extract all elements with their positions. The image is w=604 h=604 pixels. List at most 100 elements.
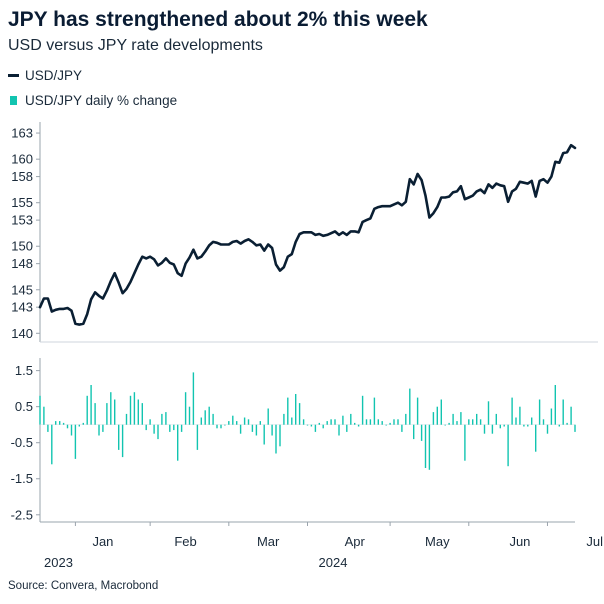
daily-change-bar bbox=[314, 424, 317, 432]
daily-change-bar bbox=[121, 424, 124, 458]
daily-change-bar bbox=[137, 399, 139, 425]
daily-change-bar bbox=[161, 413, 163, 425]
daily-change-bar bbox=[129, 395, 132, 425]
daily-change-bar bbox=[346, 424, 348, 432]
daily-change-bar bbox=[377, 419, 379, 425]
daily-change-bar bbox=[90, 385, 92, 425]
y-tick-label: 1.5 bbox=[15, 363, 33, 378]
daily-change-bar bbox=[448, 422, 450, 425]
daily-change-bar bbox=[255, 424, 258, 436]
chart-source: Source: Convera, Macrobond bbox=[8, 580, 159, 592]
daily-change-bar bbox=[542, 419, 545, 425]
daily-change-bar bbox=[133, 392, 136, 425]
daily-change-bar bbox=[267, 408, 269, 425]
x-axis: Jan Feb Mar Apr May Jun Jul 2023 2024 bbox=[40, 521, 603, 570]
daily-change-bar bbox=[165, 412, 167, 425]
daily-change-bar bbox=[326, 421, 328, 425]
daily-change-bar bbox=[149, 419, 151, 425]
daily-change-bar bbox=[338, 424, 340, 436]
daily-change-bar bbox=[558, 424, 560, 427]
x-month-label: May bbox=[425, 534, 450, 549]
daily-change-bar bbox=[428, 424, 431, 470]
daily-change-bar bbox=[342, 415, 344, 425]
daily-change-bar bbox=[232, 415, 234, 425]
daily-change-bar bbox=[98, 424, 100, 436]
daily-change-bar bbox=[491, 424, 494, 434]
daily-change-bar bbox=[298, 403, 301, 425]
daily-change-bar bbox=[39, 395, 41, 425]
daily-change-bar bbox=[66, 424, 69, 429]
daily-change-bar bbox=[157, 424, 159, 440]
legend-line-marker bbox=[8, 74, 19, 77]
daily-change-bar bbox=[440, 399, 442, 425]
daily-change-bar bbox=[259, 421, 261, 425]
daily-change-bar bbox=[464, 424, 466, 461]
daily-change-bar bbox=[291, 417, 293, 425]
x-month-label: Feb bbox=[174, 534, 196, 549]
daily-change-bar bbox=[318, 422, 320, 425]
daily-change-bar bbox=[409, 388, 411, 425]
daily-change-bar bbox=[432, 412, 435, 425]
daily-change-bar bbox=[570, 406, 572, 425]
y-tick-label: 155 bbox=[11, 195, 33, 210]
legend-item-usdjpy: USD/JPY bbox=[8, 68, 82, 83]
daily-change-bar bbox=[550, 408, 553, 425]
daily-change-bar bbox=[94, 403, 96, 425]
y-tick-label: 145 bbox=[11, 282, 33, 297]
daily-change-bar bbox=[523, 424, 525, 427]
y-tick-label: 0.5 bbox=[15, 399, 33, 414]
daily-change-bar bbox=[483, 424, 486, 434]
daily-change-bar bbox=[169, 424, 171, 432]
daily-change-bar bbox=[397, 419, 399, 425]
daily-change-bar bbox=[401, 424, 403, 432]
daily-change-bar bbox=[224, 424, 226, 426]
daily-change-bar bbox=[102, 424, 104, 432]
daily-change-bar bbox=[566, 422, 568, 425]
legend-label-usdjpy: USD/JPY bbox=[25, 68, 83, 83]
daily-change-bar bbox=[295, 394, 297, 425]
daily-change-bar bbox=[51, 424, 53, 465]
daily-change-bar bbox=[43, 406, 45, 425]
y-tick-label: 148 bbox=[11, 256, 33, 271]
bottom-panel-bars bbox=[39, 372, 576, 470]
daily-change-bar bbox=[106, 403, 108, 425]
chart-title: JPY has strengthened about 2% this week bbox=[8, 8, 428, 31]
daily-change-bar bbox=[82, 422, 84, 425]
daily-change-bar bbox=[145, 424, 147, 431]
daily-change-bar bbox=[216, 424, 218, 429]
daily-change-bar bbox=[452, 413, 454, 425]
daily-change-bar bbox=[110, 392, 112, 425]
y-tick-label: -1.5 bbox=[11, 471, 33, 486]
daily-change-bar bbox=[369, 419, 372, 425]
chart-subtitle: USD versus JPY rate developments bbox=[8, 37, 263, 54]
daily-change-bar bbox=[456, 421, 458, 425]
daily-change-bar bbox=[275, 424, 277, 454]
daily-change-bar bbox=[389, 422, 391, 425]
daily-change-bar bbox=[173, 424, 175, 431]
daily-change-bar bbox=[574, 424, 576, 432]
daily-change-bar bbox=[141, 403, 143, 425]
daily-change-bar bbox=[357, 424, 360, 427]
daily-change-bar bbox=[279, 424, 281, 447]
daily-change-bar bbox=[243, 417, 246, 425]
usdjpy-line bbox=[38, 143, 577, 326]
daily-change-bar bbox=[554, 385, 556, 425]
x-month-label: Jul bbox=[586, 534, 603, 549]
daily-change-bar bbox=[381, 421, 383, 425]
daily-change-bar bbox=[310, 424, 313, 427]
legend-item-daily-change: USD/JPY daily % change bbox=[8, 93, 177, 108]
daily-change-bar bbox=[361, 395, 364, 425]
y-tick-label: 153 bbox=[11, 213, 33, 228]
daily-change-bar bbox=[535, 424, 537, 452]
daily-change-bar bbox=[365, 419, 368, 425]
y-tick-label: 158 bbox=[11, 169, 33, 184]
daily-change-bar bbox=[416, 397, 419, 425]
daily-change-bar bbox=[487, 401, 490, 425]
daily-change-bar bbox=[196, 424, 199, 450]
daily-change-bar bbox=[424, 424, 427, 468]
daily-change-bar bbox=[184, 392, 187, 425]
daily-change-bar bbox=[125, 413, 128, 425]
x-month-label: Jun bbox=[509, 534, 530, 549]
daily-change-bar bbox=[188, 406, 191, 425]
